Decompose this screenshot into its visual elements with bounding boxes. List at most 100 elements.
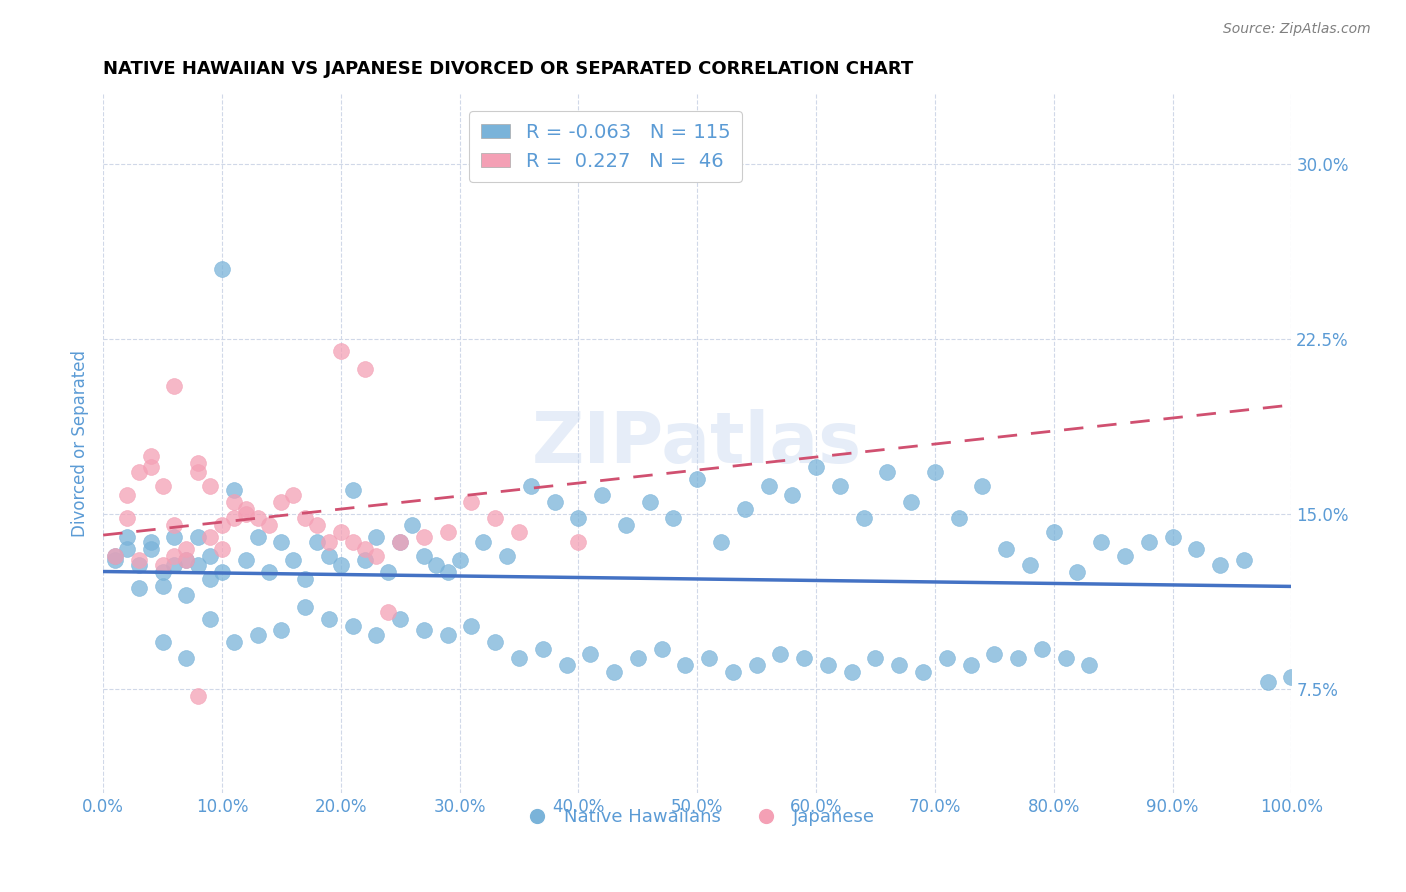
Point bbox=[139, 534, 162, 549]
Point bbox=[782, 488, 804, 502]
Point bbox=[508, 525, 530, 540]
Point bbox=[1114, 549, 1136, 563]
Point bbox=[983, 647, 1005, 661]
Text: NATIVE HAWAIIAN VS JAPANESE DIVORCED OR SEPARATED CORRELATION CHART: NATIVE HAWAIIAN VS JAPANESE DIVORCED OR … bbox=[103, 60, 914, 78]
Point bbox=[852, 511, 875, 525]
Point bbox=[353, 553, 375, 567]
Point bbox=[152, 635, 174, 649]
Point bbox=[413, 530, 436, 544]
Point bbox=[366, 549, 388, 563]
Point bbox=[246, 628, 269, 642]
Point bbox=[651, 641, 673, 656]
Point bbox=[460, 495, 482, 509]
Point bbox=[187, 558, 209, 572]
Point bbox=[139, 460, 162, 475]
Point bbox=[508, 651, 530, 665]
Point bbox=[1185, 541, 1208, 556]
Point bbox=[139, 449, 162, 463]
Y-axis label: Divorced or Separated: Divorced or Separated bbox=[72, 351, 89, 537]
Point bbox=[484, 511, 506, 525]
Point bbox=[413, 624, 436, 638]
Point bbox=[673, 658, 696, 673]
Point bbox=[804, 460, 827, 475]
Point bbox=[115, 541, 138, 556]
Point bbox=[270, 624, 292, 638]
Point bbox=[222, 635, 245, 649]
Point bbox=[614, 518, 637, 533]
Point bbox=[163, 558, 186, 572]
Point bbox=[353, 362, 375, 376]
Point bbox=[342, 618, 364, 632]
Point bbox=[366, 530, 388, 544]
Point bbox=[211, 518, 233, 533]
Point bbox=[995, 541, 1018, 556]
Point bbox=[436, 565, 458, 579]
Point bbox=[305, 518, 328, 533]
Point bbox=[235, 502, 257, 516]
Point bbox=[413, 549, 436, 563]
Point bbox=[460, 618, 482, 632]
Point bbox=[329, 343, 352, 358]
Point bbox=[1066, 565, 1088, 579]
Point bbox=[793, 651, 815, 665]
Point bbox=[318, 612, 340, 626]
Point bbox=[198, 479, 221, 493]
Point bbox=[889, 658, 911, 673]
Point bbox=[817, 658, 839, 673]
Point bbox=[1054, 651, 1077, 665]
Point bbox=[163, 549, 186, 563]
Point bbox=[305, 534, 328, 549]
Text: ZIPatlas: ZIPatlas bbox=[531, 409, 862, 478]
Point bbox=[115, 488, 138, 502]
Point bbox=[198, 612, 221, 626]
Point bbox=[235, 553, 257, 567]
Point bbox=[176, 588, 198, 602]
Point bbox=[128, 558, 150, 572]
Point bbox=[484, 635, 506, 649]
Point bbox=[163, 530, 186, 544]
Point bbox=[246, 530, 269, 544]
Point bbox=[531, 641, 554, 656]
Point bbox=[163, 378, 186, 392]
Point bbox=[686, 472, 709, 486]
Point bbox=[259, 565, 281, 579]
Point bbox=[176, 553, 198, 567]
Point bbox=[496, 549, 519, 563]
Point bbox=[176, 553, 198, 567]
Point bbox=[662, 511, 685, 525]
Point bbox=[972, 479, 994, 493]
Point bbox=[283, 488, 305, 502]
Point bbox=[198, 530, 221, 544]
Point bbox=[318, 534, 340, 549]
Point bbox=[128, 465, 150, 479]
Point bbox=[436, 525, 458, 540]
Point bbox=[389, 534, 412, 549]
Point bbox=[876, 465, 898, 479]
Point bbox=[1209, 558, 1232, 572]
Point bbox=[389, 612, 412, 626]
Point bbox=[1042, 525, 1064, 540]
Point bbox=[1161, 530, 1184, 544]
Point bbox=[329, 525, 352, 540]
Point bbox=[841, 665, 863, 680]
Point bbox=[697, 651, 720, 665]
Point bbox=[734, 502, 756, 516]
Point bbox=[567, 511, 589, 525]
Point bbox=[1031, 641, 1053, 656]
Point bbox=[259, 518, 281, 533]
Point bbox=[436, 628, 458, 642]
Point bbox=[603, 665, 626, 680]
Point bbox=[567, 534, 589, 549]
Point bbox=[211, 541, 233, 556]
Point bbox=[152, 565, 174, 579]
Point bbox=[115, 530, 138, 544]
Point bbox=[115, 511, 138, 525]
Point bbox=[128, 553, 150, 567]
Point bbox=[1078, 658, 1101, 673]
Point bbox=[627, 651, 650, 665]
Point bbox=[198, 572, 221, 586]
Point bbox=[152, 579, 174, 593]
Point bbox=[543, 495, 565, 509]
Point bbox=[769, 647, 792, 661]
Point bbox=[222, 483, 245, 498]
